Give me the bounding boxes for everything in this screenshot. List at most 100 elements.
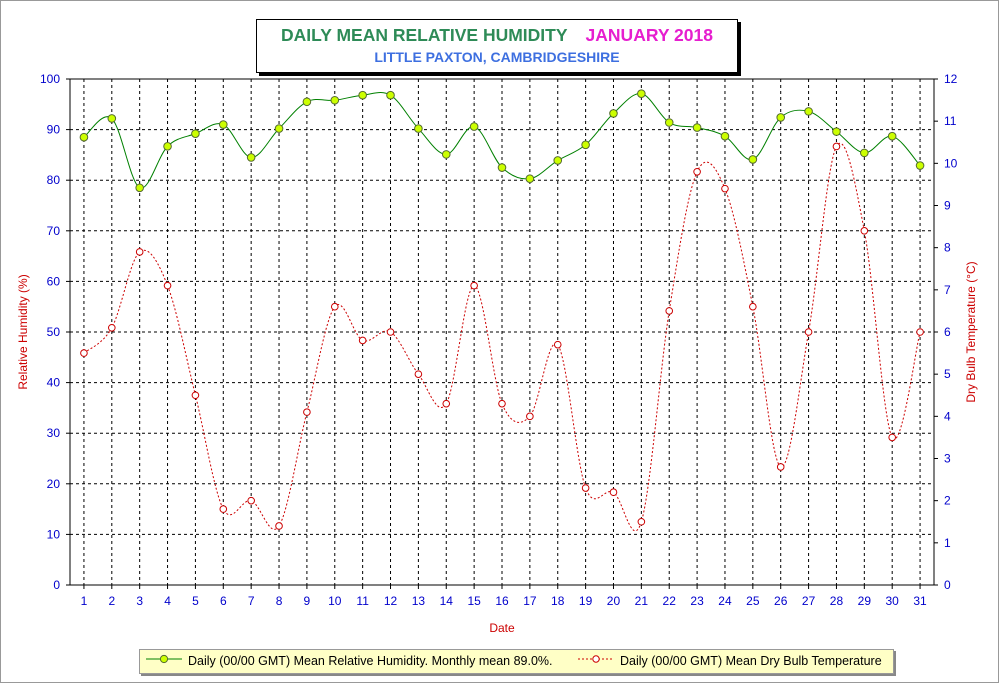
- humidity-point: [107, 114, 117, 123]
- x-tick-label: 10: [328, 594, 342, 608]
- humidity-point: [553, 156, 563, 165]
- temperature-point: [275, 522, 283, 530]
- x-tick-label: 7: [248, 594, 255, 608]
- x-tick-label: 29: [858, 594, 872, 608]
- temperature-point: [637, 517, 646, 526]
- temperature-point: [581, 484, 590, 492]
- legend: Daily (00/00 GMT) Mean Relative Humidity…: [139, 649, 894, 674]
- humidity-point: [79, 132, 89, 142]
- y-tick-label-right: 7: [944, 283, 951, 297]
- x-tick-label: 21: [635, 594, 649, 608]
- temperature-point: [247, 496, 255, 505]
- y-tick-label-left: 70: [47, 224, 61, 238]
- y-tick-label-right: 5: [944, 367, 951, 381]
- humidity-point: [637, 89, 646, 98]
- humidity-point: [274, 124, 284, 133]
- x-tick-label: 30: [886, 594, 900, 608]
- x-tick-label: 15: [467, 594, 481, 608]
- x-tick-label: 6: [220, 594, 227, 608]
- x-tick-label: 2: [108, 594, 115, 608]
- x-tick-label: 22: [663, 594, 677, 608]
- title-main: DAILY MEAN RELATIVE HUMIDITY: [281, 25, 568, 45]
- humidity-point: [804, 107, 813, 116]
- temperature-point: [442, 399, 451, 408]
- temperature-point: [609, 488, 618, 497]
- temperature-point: [108, 323, 116, 332]
- temperature-point: [163, 281, 172, 290]
- x-tick-label: 14: [440, 594, 454, 608]
- x-tick-label: 18: [551, 594, 565, 608]
- humidity-point: [748, 155, 758, 164]
- y-axis-label-right: Dry Bulb Temperature (°C): [964, 261, 978, 402]
- y-tick-label-left: 20: [47, 477, 61, 491]
- temperature-point: [749, 302, 757, 311]
- x-tick-label: 24: [718, 594, 732, 608]
- y-tick-label-right: 0: [944, 578, 951, 592]
- x-tick-label: 25: [746, 594, 760, 608]
- temperature-point: [776, 463, 785, 471]
- temperature-point: [358, 336, 367, 345]
- x-tick-label: 28: [830, 594, 844, 608]
- temperature-point: [191, 391, 200, 400]
- humidity-point: [191, 129, 200, 138]
- x-tick-label: 27: [802, 594, 816, 608]
- temperature-point: [303, 408, 311, 416]
- legend-humidity-symbol: [146, 654, 182, 664]
- x-tick-label: 20: [607, 594, 621, 608]
- humidity-point: [609, 109, 618, 118]
- y-tick-label-left: 0: [53, 578, 60, 592]
- x-tick-label: 4: [164, 594, 171, 608]
- humidity-point: [692, 123, 702, 132]
- x-tick-label: 11: [356, 594, 369, 608]
- temperature-point: [470, 281, 478, 290]
- y-tick-label-right: 2: [944, 494, 951, 508]
- temperature-point: [414, 370, 423, 378]
- y-axis-label-left: Relative Humidity (%): [16, 274, 30, 389]
- temperature-point: [135, 248, 144, 256]
- humidity-point: [246, 153, 256, 162]
- x-tick-label: 12: [384, 594, 398, 608]
- temperature-point: [860, 227, 869, 235]
- y-tick-label-right: 6: [944, 325, 951, 339]
- humidity-point: [832, 127, 841, 136]
- y-tick-label-left: 30: [47, 426, 61, 440]
- x-axis-label: Date: [489, 621, 515, 635]
- humidity-point: [497, 163, 507, 172]
- humidity-point: [887, 131, 897, 141]
- y-tick-label-right: 12: [944, 72, 958, 86]
- humidity-point: [720, 131, 730, 141]
- y-tick-label-right: 8: [944, 241, 951, 255]
- x-tick-label: 17: [523, 594, 537, 608]
- humidity-point: [441, 150, 451, 159]
- temperature-point: [330, 302, 339, 311]
- humidity-point: [664, 118, 674, 127]
- temperature-point: [665, 307, 674, 315]
- y-tick-label-right: 1: [944, 536, 951, 550]
- y-tick-label-left: 50: [47, 325, 61, 339]
- temperature-point: [219, 505, 228, 513]
- y-tick-label-right: 4: [944, 409, 951, 423]
- temperature-point: [832, 142, 841, 151]
- y-tick-label-left: 80: [47, 173, 61, 187]
- x-tick-label: 31: [913, 594, 927, 608]
- y-tick-label-left: 40: [47, 376, 61, 390]
- legend-temperature-label: Daily (00/00 GMT) Mean Dry Bulb Temperat…: [620, 654, 882, 668]
- x-tick-label: 19: [579, 594, 593, 608]
- humidity-point: [163, 141, 172, 151]
- humidity-point: [525, 174, 535, 183]
- humidity-point: [135, 183, 144, 193]
- chart-title: DAILY MEAN RELATIVE HUMIDITY JANUARY 2018: [257, 25, 737, 46]
- humidity-point: [358, 90, 367, 100]
- temperature-point: [888, 433, 896, 442]
- legend-temperature-symbol: [578, 655, 614, 663]
- temperature-point: [526, 412, 534, 421]
- y-tick-label-left: 90: [47, 123, 61, 137]
- x-tick-label: 1: [81, 594, 88, 608]
- humidity-point: [330, 95, 340, 105]
- humidity-point: [776, 113, 786, 122]
- chart-title-box: DAILY MEAN RELATIVE HUMIDITY JANUARY 2018…: [256, 19, 738, 73]
- temperature-point: [80, 349, 88, 357]
- y-tick-label-right: 3: [944, 452, 951, 466]
- temperature-point: [916, 328, 924, 336]
